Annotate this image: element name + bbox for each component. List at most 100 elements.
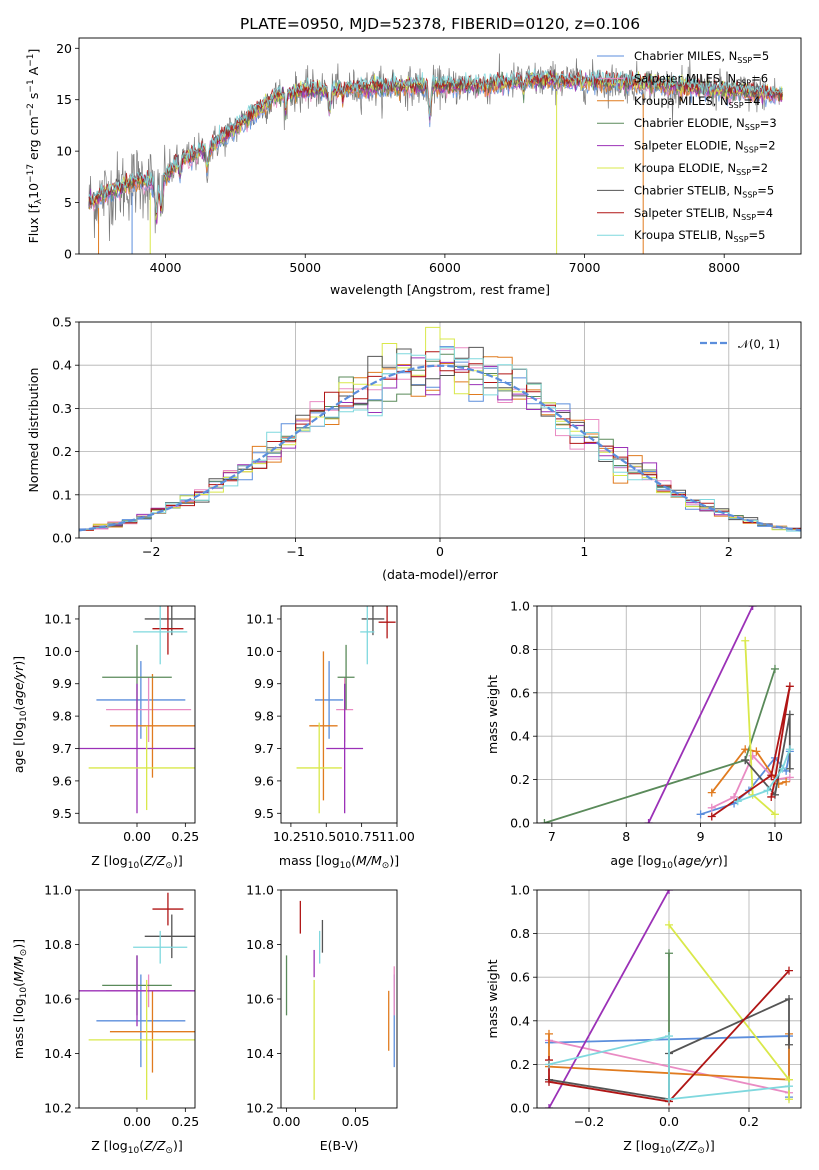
- weight-vs-age-marker-salpeter-miles: [785, 773, 794, 782]
- mass-vs-ebv-ytick-label: 11.0: [246, 883, 274, 898]
- weight-vs-age-marker-salpeter-elodie: [748, 606, 757, 610]
- weight-vs-z-line-kroupa-stelib: [548, 1034, 790, 1101]
- spectrum-xtick-label: 7000: [569, 260, 601, 275]
- histogram-legend-label: 𝒩(0, 1): [738, 337, 780, 351]
- weight-vs-age-line-chabrier-stelib: [744, 714, 791, 797]
- weight-vs-z-ytick-label: 0.8: [510, 926, 530, 941]
- weight-vs-z-y-axis-label: mass weight: [485, 959, 500, 1038]
- age-vs-z-xtick-label: 0.25: [171, 829, 199, 844]
- weight-vs-age-marker-chabrier-stelib: [785, 764, 794, 773]
- weight-vs-z-marker-salpeter-stelib: [545, 1077, 553, 1086]
- mass-vs-z-ytick-label: 10.4: [44, 1046, 72, 1061]
- age-vs-mass-frame: [280, 605, 398, 824]
- weight-vs-age-marker-kroupa-elodie: [770, 810, 779, 819]
- spectrum-ytick-label: 15: [56, 92, 72, 107]
- weight-vs-z-marker-kroupa-miles: [545, 1029, 553, 1038]
- age-vs-z-y-axis-label: age [log10(age/yr)]: [11, 656, 29, 773]
- residual-histogram-panel: −2 −1 0 1 2 0.0 0.1 0.2 0.3 0.4 0.5 𝒩(0, 1) (data-mo…: [26, 315, 802, 582]
- weight-vs-age-marker-kroupa-miles: [782, 777, 791, 786]
- spectrum-legend-label-salpeter-elodie: Salpeter ELODIE, NSSP=2: [634, 139, 776, 155]
- weight-vs-age-y-axis-label: mass weight: [485, 675, 500, 754]
- weight-vs-z-marker-kroupa-stelib: [545, 1060, 553, 1069]
- histogram-xtick-label: −1: [286, 544, 304, 559]
- weight-vs-age-marker-kroupa-stelib: [778, 764, 787, 773]
- weight-vs-z-marker-salpeter-stelib: [785, 966, 793, 975]
- spectrum-legend-label-salpeter-stelib: Salpeter STELIB, NSSP=4: [634, 206, 773, 222]
- mass-vs-ebv-ytick-label: 10.6: [246, 992, 274, 1007]
- weight-vs-age-marker-salpeter-stelib: [767, 792, 776, 801]
- weight-vs-z-line-salpeter-elodie: [548, 890, 670, 1108]
- weight-vs-z-marker-chabrier-stelib: [785, 1040, 793, 1049]
- age-vs-mass-xtick-label: 11.00: [379, 829, 415, 844]
- age-vs-z-ytick-label: 10.0: [44, 644, 72, 659]
- age-vs-mass-xtick-label: 10.75: [344, 829, 380, 844]
- age-vs-metallicity-panel: 0.00 0.25 9.5 9.6 9.7 9.8 9.9 10.0 10.1 Z [log10(…: [11, 605, 199, 871]
- mass-vs-ebv-ytick-label: 10.4: [246, 1046, 274, 1061]
- mass-vs-ebv-points-group: [285, 900, 395, 1100]
- histogram-ytick-label: 0.2: [52, 444, 72, 459]
- weight-vs-age-marker-kroupa-stelib: [763, 786, 772, 795]
- weight-vs-z-ytick-label: 0.0: [510, 1101, 530, 1116]
- mass-vs-z-ytick-label: 10.6: [44, 992, 72, 1007]
- weight-vs-z-marker-chabrier-stelib: [785, 995, 793, 1003]
- spectrum-series-group: [88, 53, 783, 254]
- mass-vs-ebv-frame: [280, 889, 398, 1109]
- histogram-normal-curve: [79, 364, 801, 532]
- weight-vs-age-marker-kroupa-miles: [707, 788, 716, 797]
- weight-vs-z-ytick-label: 0.6: [510, 970, 530, 985]
- age-vs-z-x-axis-label: Z [log10(Z/Z⊙)]: [91, 853, 182, 871]
- histogram-xtick-label: 2: [725, 544, 733, 559]
- age-vs-z-xtick-label: 0.00: [123, 829, 151, 844]
- weight-vs-age-marker-chabrier-stelib: [741, 756, 750, 765]
- weight-vs-z-marker-kroupa-stelib: [785, 1082, 793, 1091]
- mass-vs-ebv-xtick-label: 0.05: [342, 1114, 370, 1129]
- spectrum-ytick-label: 10: [56, 144, 72, 159]
- weight-vs-age-ytick-label: 0.2: [510, 772, 530, 787]
- weight-vs-z-marker-salpeter-elodie: [545, 1104, 553, 1108]
- age-vs-mass-xtick-label: 10.50: [308, 829, 344, 844]
- spectrum-frame: [78, 37, 802, 255]
- age-vs-z-points-group: [79, 606, 195, 814]
- age-vs-mass-x-axis-label: mass [log10(M/M⊙)]: [279, 853, 399, 871]
- weight-vs-z-xtick-label: −0.2: [574, 1114, 604, 1129]
- age-vs-z-ytick-label: 9.6: [52, 773, 72, 788]
- weight-vs-z-ytick-label: 0.2: [510, 1057, 530, 1072]
- spectrum-model-kroupa-stelib: [88, 68, 783, 214]
- histogram-x-axis-label: (data-model)/error: [382, 567, 499, 582]
- mass-vs-ebv-panel: 0.00 0.05 10.2 10.4 10.6 10.8 11.0 E(B-V): [246, 883, 398, 1153]
- weight-vs-z-line-salpeter-stelib: [548, 970, 790, 1103]
- weight-vs-age-ytick-label: 0.8: [510, 642, 530, 657]
- weight-vs-age-ytick-label: 1.0: [510, 599, 530, 614]
- age-vs-z-ytick-label: 9.5: [52, 806, 72, 821]
- histogram-ytick-label: 0.0: [52, 531, 72, 546]
- weight-vs-age-line-kroupa-stelib: [737, 748, 791, 803]
- histogram-ytick-label: 0.1: [52, 487, 72, 502]
- figure-title: PLATE=0950, MJD=52378, FIBERID=0120, z=0…: [240, 15, 640, 33]
- age-vs-mass-ytick-label: 9.7: [254, 741, 274, 756]
- weight-vs-age-marker-kroupa-stelib: [785, 745, 794, 754]
- spectrum-legend-label-chabrier-stelib: Chabrier STELIB, NSSP=5: [634, 183, 774, 199]
- weight-vs-age-xtick-label: 10: [767, 829, 783, 844]
- mass-vs-z-ytick-label: 10.8: [44, 937, 72, 952]
- spectrum-panel: 4000 5000 6000 7000 8000 0 5 10 15 20 Chabrier MIL…: [26, 37, 802, 297]
- histogram-ytick-label: 0.3: [52, 401, 72, 416]
- mass-vs-z-ytick-label: 10.2: [44, 1101, 72, 1116]
- weight-vs-age-x-axis-label: age [log10(age/yr)]: [610, 853, 727, 871]
- spectrum-legend-label-chabrier-elodie: Chabrier ELODIE, NSSP=3: [634, 116, 777, 132]
- spectrum-legend-label-chabrier-miles: Chabrier MILES, NSSP=5: [634, 49, 769, 65]
- spectrum-legend-label-salpeter-miles: Salpeter MILES, NSSP=6: [634, 71, 768, 87]
- age-vs-mass-xtick-label: 10.25: [273, 829, 309, 844]
- histogram-xtick-label: 0: [436, 544, 444, 559]
- weight-vs-z-frame: [536, 889, 802, 1109]
- mass-weight-vs-metallicity-panel: −0.2 0.0 0.2 0.0 0.2 0.4 0.6 0.8 1.0 Z [log10(Z/Z…: [485, 883, 802, 1156]
- weight-vs-age-marker-chabrier-stelib: [785, 710, 794, 719]
- age-vs-mass-ytick-label: 9.9: [254, 676, 274, 691]
- histogram-xtick-label: −2: [142, 544, 160, 559]
- weight-vs-age-marker-salpeter-miles: [707, 803, 716, 812]
- age-vs-z-ytick-label: 10.1: [44, 611, 72, 626]
- weight-vs-age-marker-kroupa-elodie: [741, 636, 750, 645]
- age-vs-mass-ytick-label: 9.5: [254, 806, 274, 821]
- weight-vs-z-marker-kroupa-elodie: [665, 920, 673, 929]
- age-vs-z-ytick-label: 9.9: [52, 676, 72, 691]
- spectrum-x-axis-label: wavelength [Angstrom, rest frame]: [330, 282, 550, 297]
